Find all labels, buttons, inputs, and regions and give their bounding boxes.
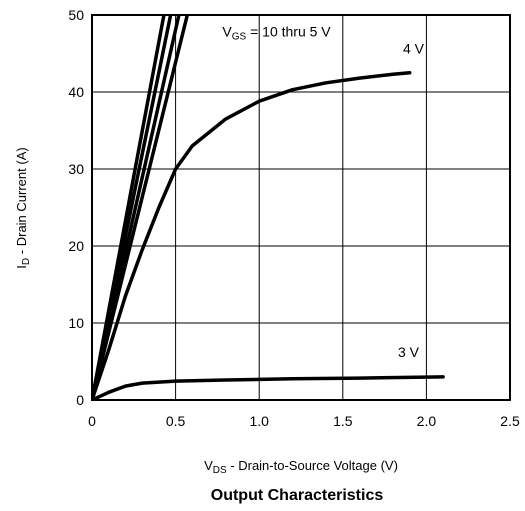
annotation-vgs-rest: = 10 thru 5 V [246, 24, 331, 40]
x-tick-label: 1.0 [249, 413, 269, 429]
x-tick-label: 0.5 [166, 413, 186, 429]
series-line-4 [92, 71, 412, 400]
series-group [92, 15, 445, 400]
y-tick-label: 40 [68, 84, 84, 100]
x-axis-label-prefix: V [204, 458, 213, 473]
series-line-5 [92, 375, 445, 400]
y-tick-labels: 0 10 20 30 40 50 [68, 7, 84, 408]
x-axis-label: VDS - Drain-to-Source Voltage (V) [204, 458, 398, 476]
annotation-3v: 3 V [398, 344, 420, 360]
x-axis-label-sub: DS [213, 465, 227, 476]
x-tick-label: 1.5 [333, 413, 353, 429]
y-tick-label: 0 [76, 392, 84, 408]
y-axis-label-sub: D [21, 258, 32, 265]
y-tick-label: 30 [68, 161, 84, 177]
y-tick-label: 10 [68, 315, 84, 331]
annotation-4v: 4 V [403, 41, 425, 57]
series-line-3 [92, 15, 190, 400]
plot-frame [91, 14, 511, 401]
y-axis-label-prefix: I [14, 265, 29, 269]
x-axis-label-rest: - Drain-to-Source Voltage (V) [227, 458, 398, 473]
y-axis-label: ID - Drain Current (A) [14, 147, 32, 268]
annotation-vgs-prefix: V [222, 24, 232, 40]
x-tick-label: 2.5 [500, 413, 520, 429]
x-tick-labels: 0 0.5 1.0 1.5 2.0 2.5 [88, 413, 520, 429]
y-tick-label: 20 [68, 238, 84, 254]
x-tick-label: 2.0 [417, 413, 437, 429]
annotation-vgs: VGS = 10 thru 5 V [222, 24, 331, 43]
y-tick-label: 50 [68, 7, 84, 23]
y-axis-label-rest: - Drain Current (A) [14, 147, 29, 258]
x-tick-label: 0 [88, 413, 96, 429]
chart-title: Output Characteristics [211, 487, 384, 504]
annotation-vgs-sub: GS [232, 32, 247, 43]
